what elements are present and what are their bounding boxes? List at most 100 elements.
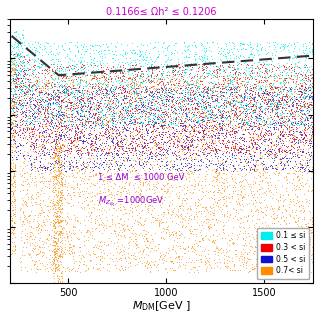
- Point: [51, 200, 56, 205]
- Point: [55, 261, 60, 267]
- Point: [133, 151, 138, 156]
- Point: [131, 146, 136, 151]
- Point: [176, 262, 181, 267]
- Point: [56, 148, 61, 154]
- Point: [155, 132, 160, 137]
- Point: [302, 165, 308, 171]
- Point: [46, 216, 52, 221]
- Point: [288, 69, 293, 75]
- Point: [149, 71, 154, 76]
- Point: [294, 174, 300, 179]
- Point: [72, 85, 77, 90]
- Point: [59, 270, 64, 276]
- Point: [269, 232, 274, 237]
- Point: [79, 64, 84, 69]
- Point: [299, 266, 304, 271]
- Point: [232, 101, 237, 106]
- Point: [9, 181, 14, 186]
- Point: [51, 97, 56, 102]
- Point: [72, 43, 77, 48]
- Point: [248, 136, 253, 141]
- Point: [156, 140, 161, 145]
- Point: [234, 86, 239, 92]
- Point: [11, 227, 16, 232]
- Point: [198, 162, 203, 167]
- Point: [183, 195, 188, 200]
- Point: [277, 81, 283, 86]
- Point: [25, 139, 30, 144]
- Point: [305, 86, 310, 91]
- Point: [56, 87, 61, 92]
- Point: [57, 220, 62, 225]
- Point: [172, 123, 178, 128]
- Point: [296, 244, 301, 249]
- Point: [220, 103, 226, 108]
- Point: [138, 127, 143, 132]
- Point: [242, 127, 247, 132]
- Point: [279, 142, 284, 147]
- Point: [11, 109, 16, 114]
- Point: [265, 96, 270, 101]
- Point: [210, 216, 215, 221]
- Point: [121, 48, 126, 53]
- Point: [110, 118, 115, 123]
- Point: [192, 125, 197, 131]
- Point: [57, 165, 62, 170]
- Point: [292, 210, 297, 215]
- Point: [84, 88, 90, 93]
- Point: [134, 154, 139, 159]
- Point: [179, 103, 184, 108]
- Point: [251, 162, 256, 167]
- Point: [284, 117, 289, 122]
- Point: [238, 92, 243, 98]
- Point: [21, 68, 27, 73]
- Point: [275, 133, 280, 139]
- Point: [298, 229, 303, 235]
- Point: [269, 244, 274, 250]
- Point: [33, 139, 38, 144]
- Point: [141, 145, 147, 150]
- Point: [180, 245, 185, 250]
- Point: [211, 68, 216, 74]
- Point: [277, 133, 282, 138]
- Point: [122, 103, 127, 108]
- Point: [213, 126, 219, 131]
- Point: [51, 243, 56, 248]
- Point: [292, 249, 298, 254]
- Point: [110, 151, 115, 156]
- Point: [61, 119, 67, 124]
- Point: [103, 104, 108, 109]
- Point: [104, 97, 109, 102]
- Point: [224, 139, 229, 144]
- Point: [265, 156, 270, 161]
- Point: [69, 100, 74, 105]
- Point: [58, 209, 63, 214]
- Point: [292, 93, 297, 98]
- Point: [106, 133, 111, 138]
- Point: [241, 41, 246, 46]
- Point: [113, 65, 118, 70]
- Point: [115, 117, 120, 123]
- Point: [259, 106, 264, 111]
- Point: [256, 113, 261, 118]
- Point: [127, 264, 132, 269]
- Point: [240, 150, 245, 155]
- Point: [188, 123, 193, 128]
- Point: [123, 87, 128, 92]
- Point: [202, 103, 207, 108]
- Point: [235, 92, 240, 97]
- Point: [302, 154, 308, 159]
- Point: [220, 156, 226, 162]
- Point: [83, 164, 88, 170]
- Point: [71, 104, 76, 109]
- Point: [208, 188, 213, 194]
- Point: [63, 81, 68, 86]
- Point: [52, 239, 57, 244]
- Point: [59, 187, 64, 192]
- Point: [265, 127, 270, 132]
- Point: [226, 96, 231, 101]
- Point: [66, 268, 71, 273]
- Point: [220, 85, 225, 90]
- Point: [170, 177, 175, 182]
- Point: [296, 69, 301, 75]
